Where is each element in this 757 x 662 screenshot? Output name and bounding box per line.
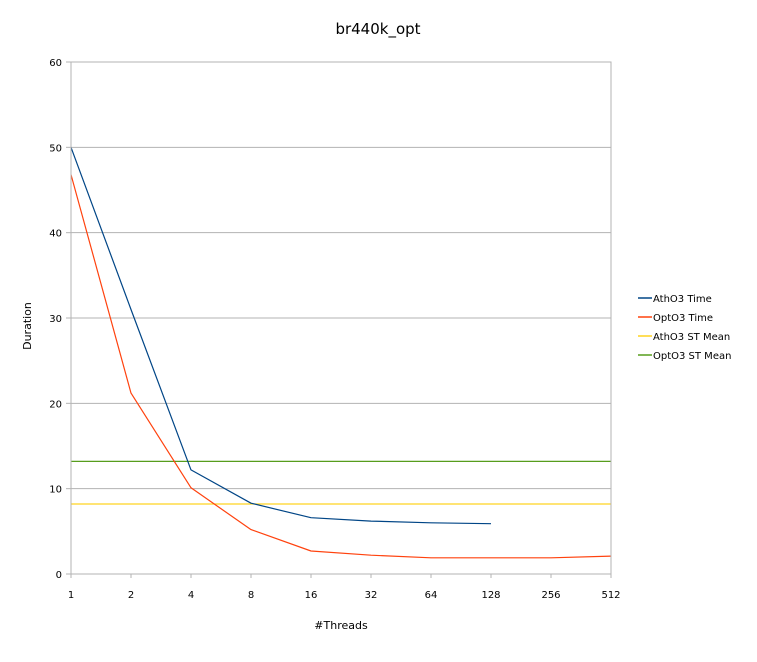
y-tick-label: 20: [49, 399, 62, 410]
series-line-atho3-time: [70, 147, 492, 525]
series-line-opto3-time: [70, 174, 612, 559]
legend-label-opto3-st-mean: OptO3 ST Mean: [653, 351, 731, 362]
x-tick-label: 512: [601, 590, 620, 601]
x-tick-label: 8: [248, 590, 254, 601]
x-tick-label: 16: [305, 590, 318, 601]
y-axis-ticks: 0 10 20 30 40 50 60: [49, 58, 71, 581]
x-tick-label: 128: [481, 590, 500, 601]
x-tick-label: 2: [128, 590, 134, 601]
legend: AthO3 Time OptO3 Time AthO3 ST Mean OptO3 S…: [638, 294, 731, 362]
legend-label-opto3-time: OptO3 Time: [653, 313, 713, 324]
grid-lines: [71, 146, 611, 490]
x-axis-ticks: 1 2 4 8 16 32 64 128 256 512: [68, 574, 621, 601]
y-tick-label: 30: [49, 314, 62, 325]
y-tick-label: 0: [56, 570, 62, 581]
x-tick-label: 1: [68, 590, 74, 601]
x-tick-label: 64: [425, 590, 438, 601]
legend-label-atho3-st-mean: AthO3 ST Mean: [653, 332, 730, 343]
x-axis-title: #Threads: [314, 619, 368, 632]
y-tick-label: 50: [49, 143, 62, 154]
y-tick-label: 40: [49, 229, 62, 240]
x-tick-label: 256: [541, 590, 560, 601]
y-tick-label: 60: [49, 58, 62, 69]
series-lines: [70, 147, 612, 559]
x-tick-label: 4: [188, 590, 194, 601]
legend-label-atho3-time: AthO3 Time: [653, 294, 712, 305]
plot-area-border: [70, 61, 612, 575]
chart-title: br440k_opt: [335, 20, 420, 39]
y-tick-label: 10: [49, 485, 62, 496]
x-tick-label: 32: [365, 590, 378, 601]
y-axis-title: Duration: [21, 302, 34, 350]
